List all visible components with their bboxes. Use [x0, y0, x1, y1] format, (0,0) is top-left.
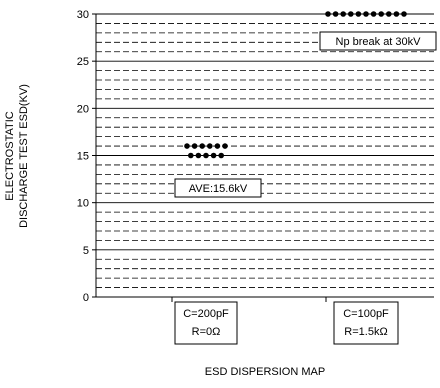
data-point	[370, 11, 377, 17]
category-label-box	[174, 301, 238, 345]
x-category-label: R=1.5kΩ	[344, 326, 387, 338]
data-point	[184, 143, 190, 149]
annotation-label: AVE:15.6kV	[189, 183, 248, 195]
data-point	[210, 152, 217, 159]
data-point	[218, 152, 224, 159]
data-point	[348, 11, 354, 17]
y-tick-label: 15	[77, 151, 89, 163]
data-point	[222, 143, 228, 149]
x-axis-title: ESD DISPERSION MAP	[205, 366, 325, 378]
data-point	[340, 11, 347, 17]
y-axis-title: DISCHARGE TEST ESD(KV)	[18, 84, 30, 228]
annotation-box	[174, 178, 262, 198]
x-category-label: R=0Ω	[192, 326, 221, 338]
data-point	[199, 143, 205, 149]
data-point	[191, 143, 198, 149]
x-category-label: C=100pF	[343, 308, 389, 320]
data-point	[363, 11, 369, 17]
y-tick-label: 10	[77, 198, 89, 210]
data-point	[207, 143, 213, 149]
annotation-label: Np break at 30kV	[336, 36, 422, 48]
data-point	[203, 152, 209, 159]
y-tick-label: 5	[83, 245, 89, 257]
data-point	[386, 11, 392, 17]
y-axis-title: ELECTROSTATIC	[4, 111, 16, 200]
y-tick-label: 0	[83, 292, 89, 304]
annotation-box	[319, 31, 437, 51]
data-point	[355, 11, 362, 17]
data-point	[214, 143, 221, 149]
data-point	[188, 152, 194, 159]
y-tick-label: 20	[77, 103, 89, 115]
data-point	[195, 152, 202, 159]
data-point	[378, 11, 385, 17]
data-point	[393, 11, 400, 17]
x-category-label: C=200pF	[183, 308, 229, 320]
y-tick-label: 25	[77, 56, 89, 68]
data-point	[401, 11, 407, 17]
data-point	[325, 11, 331, 17]
data-point	[332, 11, 339, 17]
y-tick-label: 30	[77, 9, 89, 21]
category-label-box	[333, 301, 399, 345]
